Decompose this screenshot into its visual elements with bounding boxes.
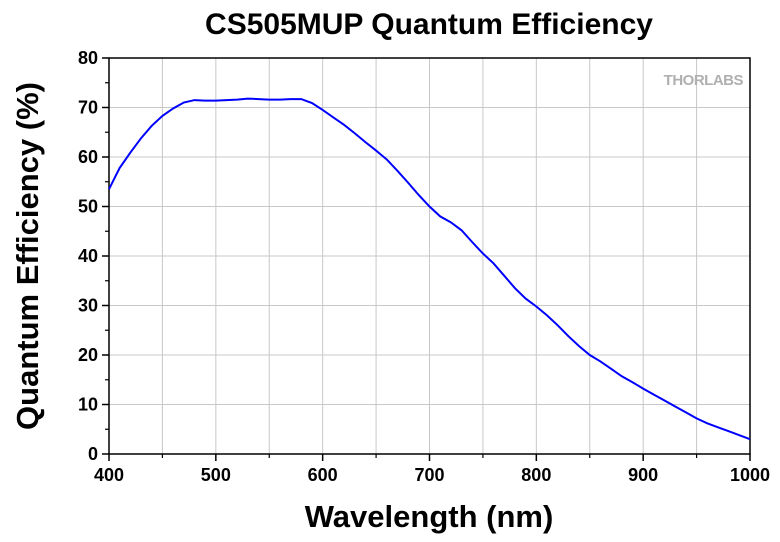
y-tick-label-10: 10 bbox=[78, 395, 98, 415]
grid-lines bbox=[109, 58, 750, 454]
y-tick-label-50: 50 bbox=[78, 197, 98, 217]
y-tick-label-80: 80 bbox=[78, 48, 98, 68]
x-tick-label-1000: 1000 bbox=[730, 465, 770, 485]
y-tick-labels: 0 10 20 30 40 50 60 70 80 bbox=[78, 48, 98, 464]
x-tick-label-900: 900 bbox=[628, 465, 658, 485]
y-axis-label: Quantum Efficiency (%) bbox=[10, 82, 45, 430]
axis-ticks bbox=[102, 57, 751, 461]
series-line-quantum-efficiency bbox=[108, 97, 751, 441]
y-tick-label-20: 20 bbox=[78, 345, 98, 365]
chart-title: CS505MUP Quantum Efficiency bbox=[205, 8, 653, 41]
x-tick-label-800: 800 bbox=[521, 465, 551, 485]
y-tick-label-70: 70 bbox=[78, 98, 98, 118]
thorlabs-watermark: THORLABS bbox=[664, 72, 744, 89]
x-tick-label-400: 400 bbox=[94, 465, 124, 485]
y-tick-label-0: 0 bbox=[88, 444, 98, 464]
x-tick-label-700: 700 bbox=[414, 465, 444, 485]
y-tick-label-60: 60 bbox=[78, 147, 98, 167]
x-axis-label: Wavelength (nm) bbox=[305, 499, 554, 534]
x-tick-labels: 400 500 600 700 800 900 1000 bbox=[94, 465, 770, 485]
y-tick-label-40: 40 bbox=[78, 246, 98, 266]
x-tick-label-500: 500 bbox=[201, 465, 231, 485]
x-tick-label-600: 600 bbox=[308, 465, 338, 485]
y-tick-label-30: 30 bbox=[78, 296, 98, 316]
